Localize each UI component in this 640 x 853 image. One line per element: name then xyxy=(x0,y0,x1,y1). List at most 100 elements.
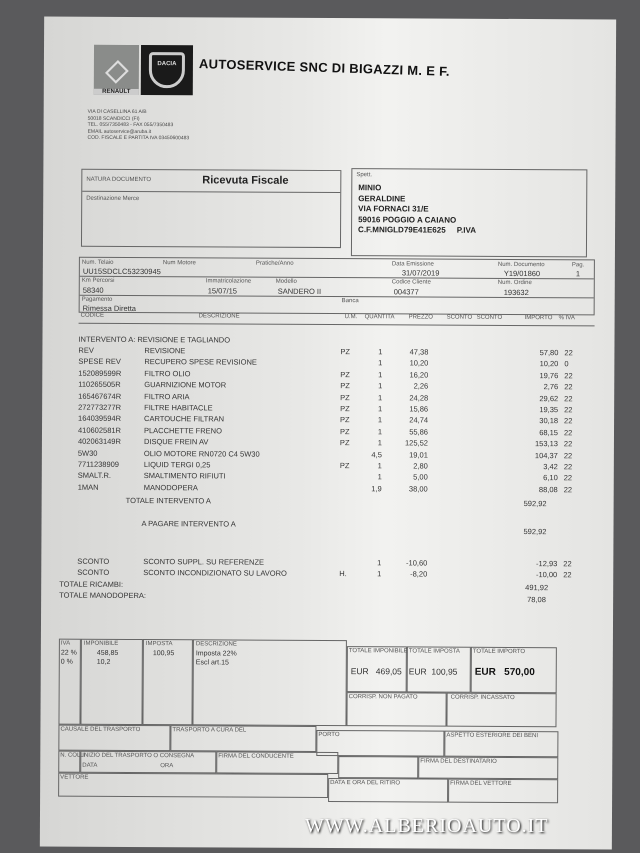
modello-value: SANDERO II xyxy=(277,286,322,296)
item-code: SCONTO xyxy=(77,567,110,577)
item-code: 7711238909 xyxy=(77,459,120,469)
tot-importo-label: TOTALE IMPORTO xyxy=(472,648,526,656)
a-pagare-value: 592,92 xyxy=(523,527,547,537)
pag-label: Pag. xyxy=(571,262,585,269)
vat-rate: 22 % xyxy=(60,649,77,657)
data-label: DATA xyxy=(82,762,98,769)
item-iva: 22 xyxy=(563,450,573,460)
watermark: WWW.ALBERIOAUTO.IT xyxy=(305,815,549,837)
item-description: LIQUID TERGI 0,25 xyxy=(143,460,211,470)
columns-header: CODICE DESCRIZIONE U.M. QUANTITA PREZZO … xyxy=(78,312,595,327)
address-line: COD. FISCALE E PARTITA IVA 03450600483 xyxy=(87,134,190,142)
data-emissione-value: 31/07/2019 xyxy=(401,268,440,278)
item-iva: 22 xyxy=(563,570,572,580)
cliente-value: 004377 xyxy=(393,287,419,297)
item-price: 19,01 xyxy=(409,450,428,460)
vettore-label: VETTORE xyxy=(60,774,89,781)
vat-imponibile-label: IMPONIBILE xyxy=(83,640,119,647)
item-amount: 68,15 xyxy=(539,427,559,438)
item-um: PZ xyxy=(339,426,350,436)
item-amount: 19,35 xyxy=(539,405,559,415)
item-quantity: 1,9 xyxy=(371,484,382,494)
cliente-label: Codice Cliente xyxy=(391,279,431,286)
vettore-box xyxy=(58,772,329,799)
blank-box xyxy=(338,756,419,779)
item-code: REV xyxy=(78,345,94,355)
item-iva: 22 xyxy=(563,559,572,569)
item-price: 10,20 xyxy=(409,358,429,368)
item-quantity: 1 xyxy=(377,461,382,471)
item-price: 2,26 xyxy=(413,381,429,391)
item-description: RECUPERO SPESE REVISIONE xyxy=(144,357,257,368)
item-iva: 22 xyxy=(564,416,573,426)
item-amount: 104,37 xyxy=(534,450,558,460)
col-descrizione: DESCRIZIONE xyxy=(198,313,240,320)
col-importo: IMPORTO xyxy=(524,315,553,322)
vat-descrizione-label: DESCRIZIONE xyxy=(195,641,237,648)
totale-ricambi-value: 491,92 xyxy=(525,583,549,593)
dacia-label: DACIA xyxy=(157,61,177,68)
item-quantity: 1 xyxy=(377,404,383,414)
item-price: 125,52 xyxy=(404,438,428,448)
aspetto-label: ASPETTO ESTERIORE DEI BENI xyxy=(446,732,539,740)
ordine-label: Num. Ordine xyxy=(497,279,532,287)
vat-imposta-label: IMPOSTA xyxy=(145,641,173,648)
km-value: 58340 xyxy=(82,285,104,295)
col-sconto-2: SCONTO xyxy=(476,314,503,321)
item-amount: -12,93 xyxy=(536,559,558,569)
pag-value: 1 xyxy=(575,269,581,279)
item-um: PZ xyxy=(340,404,350,414)
col-um: U.M. xyxy=(344,314,358,321)
renault-label: RENAULT xyxy=(93,88,139,96)
inizio-label: INIZIO DEL TRASPORTO O CONSEGNA xyxy=(82,752,195,760)
modello-label: Modello xyxy=(275,278,297,285)
item-price: 55,86 xyxy=(409,427,429,437)
tot-imposta-label: TOTALE IMPOSTA xyxy=(408,648,460,655)
causale-label: CAUSALE DEL TRASPORTO xyxy=(60,726,141,734)
item-price: 24,74 xyxy=(409,415,429,425)
customer-line: 59016 POGGIO A CAIANO xyxy=(358,214,457,225)
vat-imposta: 100,95 xyxy=(152,650,175,658)
item-code: 402063149R xyxy=(77,436,121,447)
item-iva: 22 xyxy=(563,462,573,472)
item-code: 165467674R xyxy=(78,391,122,401)
receipt-paper: RENAULT DACIA AUTOSERVICE SNC DI BIGAZZI… xyxy=(39,16,617,850)
vat-rate: 0 % xyxy=(60,658,73,666)
item-price: -10,60 xyxy=(406,558,428,568)
numdoc-label: Num. Documento xyxy=(497,261,545,269)
motore-label: Num Motore xyxy=(162,260,196,267)
item-code: 1MAN xyxy=(77,482,99,492)
item-quantity: 4,5 xyxy=(371,449,382,459)
immatricolazione-label: Immatricolazione xyxy=(205,278,252,285)
vat-iva-label: IVA xyxy=(60,640,71,647)
item-description: REVISIONE xyxy=(144,346,186,356)
item-um: H. xyxy=(339,569,347,579)
item-description: GUARNIZIONE MOTOR xyxy=(144,380,227,390)
item-code: 110265505R xyxy=(78,379,121,390)
ritiro-label: DATA E ORA DEL RITIRO xyxy=(330,780,401,787)
vat-description: Escl art.15 xyxy=(195,659,229,667)
item-quantity: 1 xyxy=(378,347,383,357)
line-item: 1MAN MANODOPERA 1,9 38,00 88,08 22 xyxy=(60,482,572,496)
ordine-value: 193632 xyxy=(503,287,529,298)
totale-manodopera-value: 78,08 xyxy=(527,595,546,605)
dacia-logo: DACIA xyxy=(140,45,194,96)
vat-imponibile: 458,85 xyxy=(96,649,119,657)
totale-intervento-value: 592,92 xyxy=(523,499,547,509)
pagamento-label: Pagamento xyxy=(81,296,113,303)
item-quantity: 1 xyxy=(377,415,383,425)
item-um: PZ xyxy=(340,415,350,425)
item-amount: -10,00 xyxy=(535,570,558,580)
item-price: 24,28 xyxy=(409,393,429,403)
renault-logo: RENAULT xyxy=(93,44,140,96)
item-amount: 2,76 xyxy=(543,382,559,392)
item-iva: 22 xyxy=(564,348,573,358)
item-price: 16,20 xyxy=(409,370,429,380)
totale-intervento-label: TOTALE INTERVENTO A xyxy=(125,495,211,506)
item-amount: 153,13 xyxy=(534,439,558,449)
item-quantity: 1 xyxy=(377,472,382,482)
porto-label: PORTO xyxy=(318,731,340,739)
item-description: FILTRO OLIO xyxy=(144,368,191,379)
item-quantity: 1 xyxy=(377,438,382,448)
customer-line: VIA FORNACI 31/E xyxy=(358,204,429,214)
